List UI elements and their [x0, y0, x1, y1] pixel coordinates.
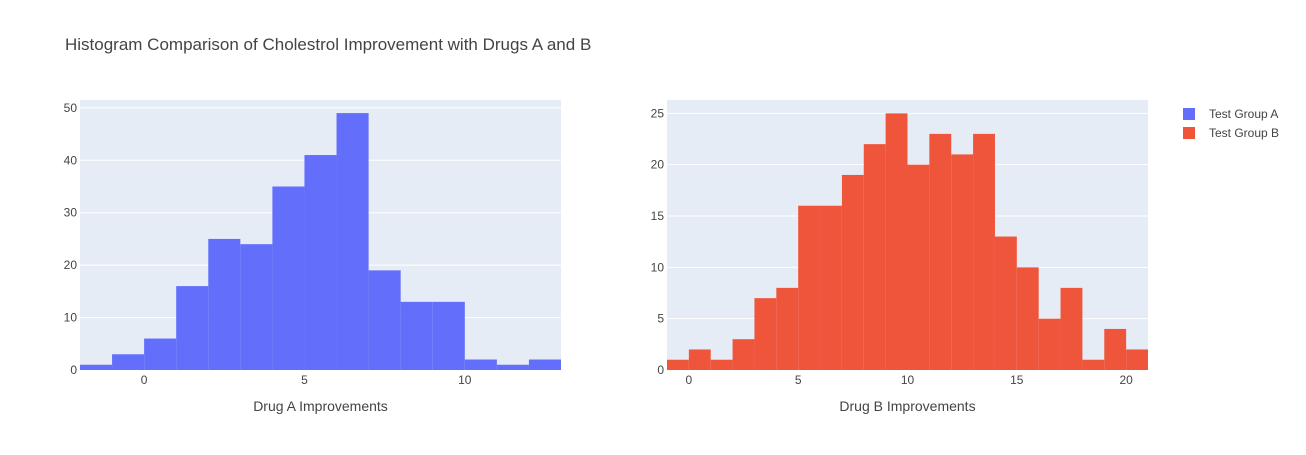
- y-tick-label: 15: [651, 209, 665, 223]
- panel-drug-b: 0 5 10 15 20 25 0 5 10 15 20 Drug B Improvements: [651, 100, 1148, 414]
- histogram-bar[interactable]: [432, 301, 465, 370]
- histogram-bar[interactable]: [208, 238, 241, 370]
- legend-item[interactable]: Test Group A: [1183, 107, 1278, 121]
- x-tick-label: 5: [795, 373, 802, 387]
- x-tick-label: 0: [686, 373, 693, 387]
- y-tick-label: 10: [64, 311, 78, 325]
- histogram-bar[interactable]: [863, 144, 886, 370]
- panel-drug-a: 0 10 20 30 40 50 0 5 10 Drug A Improvements: [64, 100, 561, 414]
- y-tick-label: 0: [70, 363, 77, 377]
- legend-swatch: [1183, 127, 1195, 139]
- histogram-bar[interactable]: [754, 298, 777, 370]
- histogram-bar[interactable]: [841, 174, 864, 370]
- histogram-bar[interactable]: [1038, 318, 1061, 370]
- histogram-bar[interactable]: [144, 338, 177, 370]
- histogram-bar[interactable]: [798, 205, 821, 370]
- histogram-bar[interactable]: [112, 354, 145, 370]
- histogram-bar[interactable]: [304, 155, 337, 370]
- histogram-bar[interactable]: [1060, 287, 1083, 370]
- y-tick-label: 0: [657, 363, 664, 377]
- y-tick-label: 40: [64, 153, 78, 167]
- y-tick-label: 50: [64, 101, 78, 115]
- histogram-bar[interactable]: [464, 359, 497, 370]
- histogram-bar[interactable]: [885, 113, 908, 370]
- x-tick-label: 15: [1010, 373, 1024, 387]
- y-tick-label: 30: [64, 206, 78, 220]
- chart-title: Histogram Comparison of Cholestrol Impro…: [65, 35, 591, 54]
- legend-label: Test Group A: [1209, 107, 1278, 121]
- histogram-bar[interactable]: [400, 301, 433, 370]
- y-tick-label: 20: [651, 158, 665, 172]
- histogram-bar[interactable]: [667, 359, 689, 370]
- x-tick-label: 10: [458, 373, 472, 387]
- histogram-bar[interactable]: [336, 113, 369, 370]
- histogram-bar[interactable]: [1126, 349, 1148, 370]
- x-tick-label: 10: [901, 373, 915, 387]
- histogram-bar[interactable]: [1104, 328, 1127, 370]
- x-axis-label: Drug A Improvements: [253, 398, 388, 414]
- histogram-bar[interactable]: [176, 286, 209, 370]
- histogram-bar[interactable]: [732, 339, 755, 370]
- histogram-bar[interactable]: [994, 236, 1017, 370]
- histogram-bar[interactable]: [710, 359, 733, 370]
- histogram-bar[interactable]: [973, 133, 995, 370]
- legend-swatch: [1183, 108, 1195, 120]
- histogram-bar[interactable]: [951, 154, 974, 370]
- histogram-bar[interactable]: [929, 133, 952, 370]
- x-tick-label: 5: [301, 373, 308, 387]
- histogram-bar[interactable]: [528, 359, 561, 370]
- histogram-bar[interactable]: [272, 186, 305, 370]
- y-tick-label: 10: [651, 260, 665, 274]
- histogram-bar[interactable]: [80, 364, 113, 370]
- histogram-bar[interactable]: [688, 349, 711, 370]
- histogram-bar[interactable]: [1016, 267, 1039, 370]
- histogram-bar[interactable]: [496, 364, 529, 370]
- histogram-bar[interactable]: [240, 244, 273, 370]
- legend-label: Test Group B: [1209, 126, 1279, 140]
- histogram-bar[interactable]: [820, 205, 842, 370]
- x-axis-label: Drug B Improvements: [839, 398, 975, 414]
- y-tick-label: 5: [657, 312, 664, 326]
- x-tick-label: 20: [1119, 373, 1133, 387]
- legend-item[interactable]: Test Group B: [1183, 126, 1279, 140]
- y-tick-label: 20: [64, 258, 78, 272]
- y-tick-label: 25: [651, 106, 665, 120]
- histogram-bar[interactable]: [1082, 359, 1105, 370]
- legend[interactable]: Test Group A Test Group B: [1183, 107, 1279, 140]
- histogram-bar[interactable]: [368, 270, 401, 370]
- histogram-bar[interactable]: [907, 164, 930, 370]
- x-tick-label: 0: [141, 373, 148, 387]
- histogram-bar[interactable]: [776, 287, 799, 370]
